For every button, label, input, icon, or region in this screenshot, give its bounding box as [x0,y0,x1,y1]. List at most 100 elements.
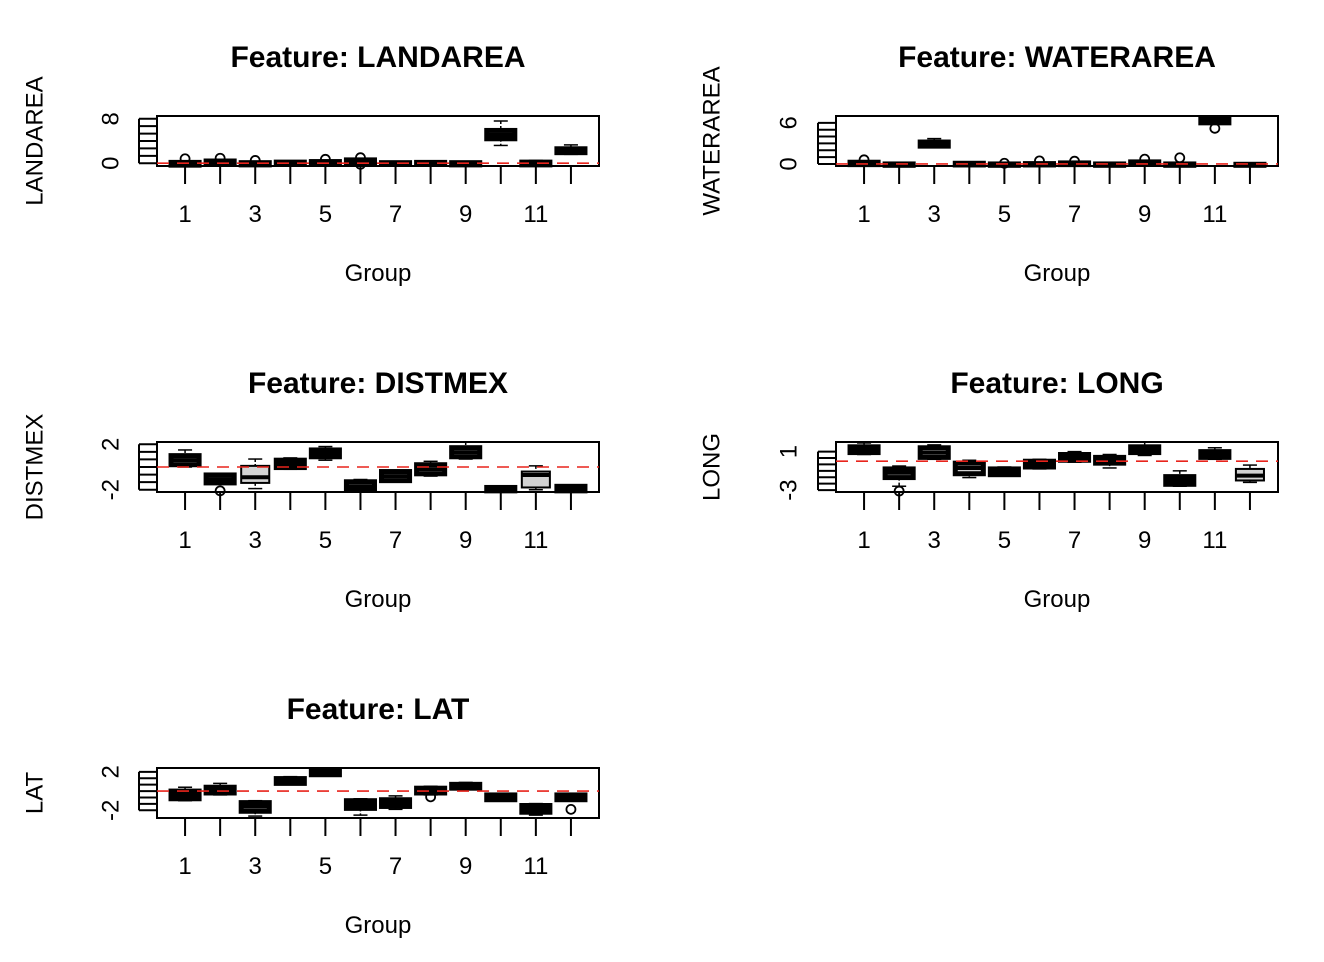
box-group-1 [168,786,202,802]
x-tick-label: 9 [1138,201,1151,228]
outlier-point [214,485,226,497]
x-tick-label: 5 [319,201,332,228]
y-tick-label: 0 [97,157,124,170]
x-axis-label: Group [1024,586,1091,613]
x-tick-label: 3 [928,527,941,554]
x-tick-label: 7 [1068,527,1081,554]
x-tick-label: 5 [319,527,332,554]
box-group-9 [449,441,483,460]
panel-title: Feature: WATERAREA [898,41,1216,74]
x-tick-label: 9 [1138,527,1151,554]
y-tick-label: 8 [97,112,124,125]
x-tick-label: 5 [998,527,1011,554]
box-group-11 [520,465,551,491]
box [240,464,271,484]
box-group-6 [343,798,377,816]
box-group-8 [1093,453,1127,469]
y-axis-label: WATERAREA [698,66,725,215]
box-group-11 [1198,116,1232,134]
box-group-2 [203,782,237,796]
panel-title: Feature: LONG [950,367,1163,400]
x-tick-label: 1 [857,527,870,554]
x-tick-label: 7 [389,201,402,228]
y-axis-label: LAT [21,772,48,815]
x-tick-label: 7 [1068,201,1081,228]
x-tick-label: 1 [178,527,191,554]
panel-title: Feature: DISTMEX [248,367,508,400]
y-tick-label: 2 [97,765,124,778]
x-axis-label: Group [345,586,412,613]
box-group-7 [1058,450,1092,463]
outlier-point [249,155,261,166]
y-tick-label: 6 [775,116,802,129]
outlier-point [355,152,366,164]
box-group-11 [519,802,553,816]
box-group-4 [273,457,307,471]
y-axis-label: DISTMEX [21,414,48,521]
y-tick-label: -2 [97,800,124,821]
box-group-12 [554,483,588,494]
box-group-3 [240,458,271,490]
box-group-5 [308,445,342,461]
y-tick-label: 1 [775,445,802,458]
box-group-12 [1234,464,1265,484]
x-tick-label: 1 [178,201,191,228]
box-group-12 [1233,161,1267,168]
x-axis-label: Group [1024,260,1091,287]
x-tick-label: 11 [1202,201,1227,228]
x-axis-label: Group [345,912,412,939]
x-tick-label: 5 [319,853,332,880]
box-group-5 [987,466,1021,478]
outlier-point [565,803,577,815]
x-tick-label: 3 [249,853,262,880]
y-tick-label: -3 [775,479,802,500]
x-tick-label: 11 [523,201,548,228]
x-tick-label: 3 [249,527,262,554]
box-group-4 [952,459,986,479]
box-group-10 [1163,470,1197,487]
x-tick-label: 9 [459,201,472,228]
box-group-2 [882,465,916,497]
box-group-5 [308,768,342,778]
box-group-3 [917,137,951,149]
x-tick-label: 3 [249,201,262,228]
y-tick-label: -2 [97,479,124,500]
outlier-point [1069,155,1080,167]
y-tick-label: 0 [775,157,802,170]
box-group-10 [484,120,518,147]
outlier-point [1174,152,1186,164]
box-group-1 [847,442,881,456]
panel-title: Feature: LANDAREA [230,41,525,74]
box-group-12 [554,144,588,156]
plot-frame [835,441,1279,493]
x-tick-label: 11 [523,853,548,880]
x-tick-label: 11 [1202,527,1227,554]
x-tick-label: 5 [998,201,1011,228]
outlier-point [355,158,366,170]
outlier-point [1034,155,1045,167]
outlier-point [893,485,905,497]
y-axis-label: LANDAREA [21,76,48,205]
x-tick-label: 1 [857,201,870,228]
box-group-12 [554,792,588,815]
box-group-4 [273,775,307,786]
outlier-point [425,791,437,803]
box-group-11 [1198,447,1232,461]
y-tick-label: 2 [97,438,124,451]
box-group-9 [1128,441,1162,457]
plot-frame [156,767,600,819]
box-group-6 [343,478,377,493]
x-tick-label: 9 [459,853,472,880]
x-tick-label: 1 [178,853,191,880]
panel-landarea: Feature: LANDAREA LANDAREA Group 0 8 1 3 5 7 9 11 [21,41,600,287]
panel-lat: Feature: LAT LAT Group -2 2 1 3 5 7 9 11 [21,693,600,939]
x-tick-label: 3 [928,201,941,228]
box-group-7 [379,469,413,484]
box-group-2 [203,472,237,497]
box-group-3 [917,444,951,461]
x-tick-label: 9 [459,527,472,554]
panel-title: Feature: LAT [287,693,470,726]
box-group-10 [484,792,518,803]
